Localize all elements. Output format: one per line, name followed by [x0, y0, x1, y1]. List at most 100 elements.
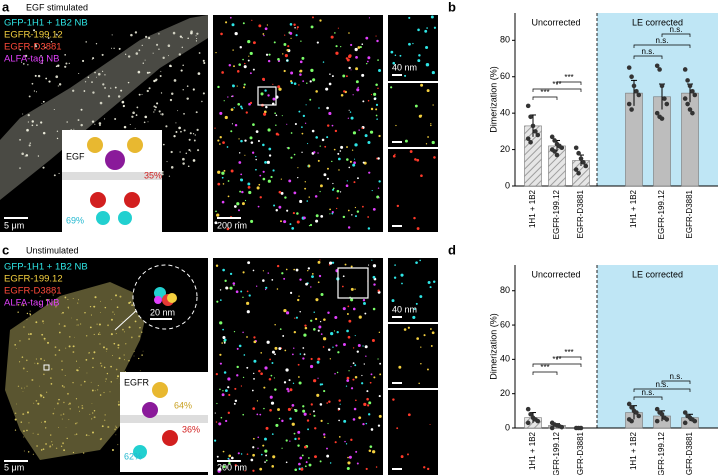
speckle	[433, 156, 436, 159]
data-point	[576, 170, 581, 176]
speckle	[156, 102, 159, 105]
speckle	[273, 204, 276, 207]
data-point	[692, 92, 698, 98]
speckle	[58, 323, 60, 325]
speckle	[40, 121, 43, 124]
speckle	[340, 93, 344, 97]
speckle	[314, 427, 317, 430]
speckle	[335, 45, 338, 48]
speckle	[89, 326, 92, 329]
speckle	[293, 432, 296, 435]
speckle	[300, 40, 302, 42]
scale-bar	[392, 382, 402, 384]
speckle	[240, 385, 243, 387]
speckle	[41, 333, 44, 336]
speckle	[182, 64, 184, 67]
speckle	[299, 60, 303, 64]
speckle	[65, 347, 67, 349]
speckle	[240, 453, 243, 455]
speckle	[296, 212, 299, 215]
significance-bracket	[532, 363, 582, 367]
speckle	[215, 421, 218, 423]
speckle	[146, 71, 149, 74]
speckle	[186, 97, 189, 100]
speckle	[167, 55, 170, 57]
speckle	[50, 41, 53, 43]
speckle	[56, 402, 59, 405]
data-point	[662, 96, 667, 101]
x-tick-label: 1H1 + 1B2	[528, 189, 537, 228]
speckle	[128, 360, 130, 362]
speckle	[118, 401, 120, 403]
speckle	[257, 447, 259, 449]
x-tick-label: EGFR-D3881	[685, 189, 694, 238]
speckle	[315, 214, 319, 218]
speckle	[107, 95, 111, 98]
speckle	[265, 105, 268, 109]
speckle	[355, 450, 358, 453]
data-point	[636, 92, 642, 98]
schematic-blob	[152, 382, 168, 398]
speckle	[243, 83, 246, 86]
speckle	[61, 418, 63, 420]
speckle	[430, 328, 432, 330]
speckle	[338, 436, 341, 438]
speckle	[294, 122, 297, 126]
speckle	[297, 176, 299, 179]
data-point	[654, 406, 660, 412]
speckle	[222, 268, 225, 272]
speckle	[131, 115, 134, 118]
speckle	[77, 119, 80, 122]
speckle	[76, 422, 78, 424]
speckle	[104, 74, 106, 76]
speckle	[319, 145, 321, 147]
speckle	[301, 151, 303, 153]
speckle	[28, 338, 31, 340]
schematic-blob	[167, 293, 177, 303]
speckle	[91, 58, 93, 60]
speckle	[221, 176, 224, 179]
speckle	[100, 333, 101, 335]
speckle	[159, 75, 162, 78]
speckle	[127, 55, 131, 58]
speckle	[234, 31, 238, 36]
data-point	[576, 150, 581, 156]
speckle	[322, 337, 327, 341]
speckle	[263, 407, 265, 410]
speckle	[302, 357, 305, 360]
speckle	[24, 387, 26, 389]
speckle	[345, 184, 349, 188]
speckle	[244, 62, 246, 65]
bar	[653, 96, 671, 187]
speckle	[252, 68, 255, 71]
speckle	[296, 220, 300, 224]
speckle	[369, 381, 372, 384]
panel-letter: c	[2, 242, 9, 257]
speckle	[365, 36, 369, 40]
speckle	[297, 298, 300, 302]
speckle	[246, 290, 249, 293]
speckle	[81, 405, 83, 407]
speckle	[303, 353, 306, 356]
speckle	[58, 331, 61, 334]
speckle	[123, 359, 126, 361]
panel-title: Unstimulated	[26, 245, 79, 255]
speckle	[346, 376, 350, 380]
speckle	[343, 419, 347, 423]
speckle	[72, 351, 75, 353]
speckle	[221, 393, 225, 397]
speckle	[252, 269, 255, 272]
speckle	[323, 389, 326, 393]
speckle	[83, 380, 86, 383]
speckle	[84, 81, 87, 83]
speckle	[203, 61, 206, 65]
speckle	[376, 39, 379, 43]
speckle	[329, 213, 331, 215]
speckle	[377, 157, 380, 160]
speckle	[366, 390, 369, 393]
speckle	[395, 124, 397, 127]
speckle	[336, 371, 339, 374]
speckle	[352, 378, 355, 381]
membrane	[120, 415, 208, 423]
speckle	[182, 157, 185, 161]
